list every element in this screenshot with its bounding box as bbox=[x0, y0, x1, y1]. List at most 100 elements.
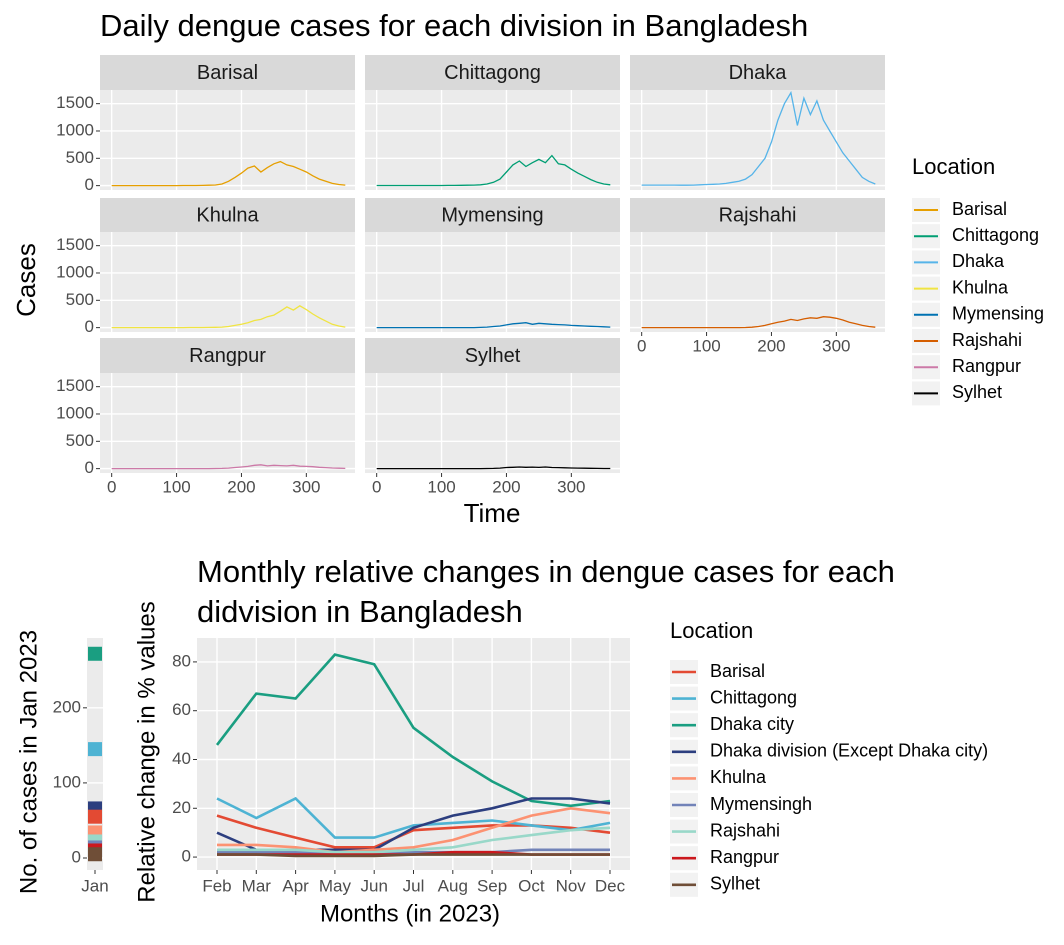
y-tick-label: 200 bbox=[53, 697, 81, 716]
legend-label: Mymensing bbox=[952, 304, 1044, 324]
legend-label: Barisal bbox=[710, 661, 765, 681]
legend-label: Dhaka division (Except Dhaka city) bbox=[710, 741, 988, 761]
x-tick-label: 100 bbox=[427, 477, 455, 496]
series-line bbox=[641, 316, 876, 329]
series-line bbox=[111, 160, 346, 187]
panel-background bbox=[100, 90, 355, 190]
y-tick-label: 500 bbox=[66, 148, 94, 167]
x-tick-label: 0 bbox=[637, 336, 646, 355]
facet-strip bbox=[100, 198, 355, 232]
y-tick-label: 1000 bbox=[56, 403, 94, 422]
x-tick-label: 100 bbox=[162, 477, 190, 496]
legend-label: Barisal bbox=[952, 199, 1007, 219]
facet-strip bbox=[100, 338, 355, 373]
panel-background bbox=[100, 373, 355, 473]
series-line bbox=[217, 853, 610, 858]
facet-strip bbox=[100, 55, 355, 90]
x-tick-label: 100 bbox=[692, 336, 720, 355]
legend-title: Location bbox=[912, 154, 995, 179]
chart-title: Daily dengue cases for each division in … bbox=[100, 8, 808, 43]
facet-label: Sylhet bbox=[465, 345, 521, 367]
legend-title: Location bbox=[670, 618, 753, 643]
x-tick-label: 300 bbox=[292, 477, 320, 496]
legend-label: Khulna bbox=[710, 767, 767, 787]
y-tick-label: 1000 bbox=[56, 120, 94, 139]
y-tick-label: 20 bbox=[172, 798, 191, 817]
y-tick-label: 0 bbox=[85, 175, 94, 194]
y-tick-label: 40 bbox=[172, 749, 191, 768]
series-line bbox=[215, 653, 611, 808]
facet-strip bbox=[365, 198, 620, 232]
y-tick-label: 0 bbox=[85, 458, 94, 477]
x-tick-label: Aug bbox=[438, 876, 468, 895]
y-tick-label: 0 bbox=[85, 317, 94, 336]
x-tick-label: Sep bbox=[477, 876, 507, 895]
y-tick-label: 500 bbox=[66, 290, 94, 309]
y-tick-label: 1000 bbox=[56, 262, 94, 281]
panel-background bbox=[100, 232, 355, 332]
y-tick-label: 80 bbox=[172, 651, 191, 670]
y-tick-label: 60 bbox=[172, 700, 191, 719]
y-axis-label: Cases bbox=[11, 243, 41, 317]
legend-label: Sylhet bbox=[952, 382, 1002, 402]
facet-label: Rajshahi bbox=[719, 204, 797, 226]
panel-background bbox=[365, 373, 620, 473]
facet-label: Dhaka bbox=[729, 62, 788, 84]
x-axis-label: Months (in 2023) bbox=[320, 900, 500, 927]
x-tick-label: Oct bbox=[518, 876, 545, 895]
series-line bbox=[217, 848, 610, 854]
facet-label: Khulna bbox=[196, 204, 259, 226]
point bbox=[88, 809, 102, 824]
series-line bbox=[216, 796, 611, 839]
series-line bbox=[217, 826, 611, 854]
panel-background bbox=[630, 232, 885, 332]
point bbox=[88, 646, 102, 661]
x-tick-label: Jun bbox=[360, 876, 387, 895]
chart-title: Monthly relative changes in dengue cases… bbox=[197, 554, 895, 629]
facet-strip bbox=[630, 55, 885, 90]
x-tick-label: 200 bbox=[492, 477, 520, 496]
legend-label: Chittagong bbox=[952, 225, 1039, 245]
y-tick-label: 500 bbox=[66, 431, 94, 450]
facet-label: Rangpur bbox=[189, 345, 266, 367]
x-tick-label: 0 bbox=[372, 477, 381, 496]
legend-label: Chittagong bbox=[710, 687, 797, 707]
x-tick-label: Jul bbox=[403, 876, 425, 895]
x-tick-label: 200 bbox=[757, 336, 785, 355]
facet-strip bbox=[630, 198, 885, 232]
facet-label: Chittagong bbox=[444, 62, 541, 84]
x-tick-label: Dec bbox=[595, 876, 626, 895]
x-tick-label: Mar bbox=[242, 876, 272, 895]
panel-background bbox=[365, 232, 620, 332]
legend-label: Sylhet bbox=[710, 874, 760, 894]
y-axis-label: No. of cases in Jan 2023 bbox=[15, 630, 42, 894]
legend-label: Khulna bbox=[952, 277, 1009, 297]
legend-label: Rangpur bbox=[952, 356, 1021, 376]
x-tick-label: 200 bbox=[227, 477, 255, 496]
facet-strip bbox=[365, 338, 620, 373]
x-tick-label: Feb bbox=[202, 876, 231, 895]
y-tick-label: 1500 bbox=[56, 235, 94, 254]
series-line bbox=[111, 305, 346, 329]
series-line bbox=[641, 90, 876, 186]
x-axis-label: Time bbox=[464, 498, 521, 528]
y-tick-label: 1500 bbox=[56, 376, 94, 395]
legend-label: Rajshahi bbox=[952, 330, 1022, 350]
facet-strip bbox=[365, 55, 620, 90]
y-tick-label: 0 bbox=[72, 847, 81, 866]
series-line bbox=[111, 464, 346, 470]
y-axis-label: Relative change in % values bbox=[133, 601, 160, 903]
x-tick-label: May bbox=[319, 876, 352, 895]
y-tick-label: 100 bbox=[53, 772, 81, 791]
x-tick-label: Nov bbox=[556, 876, 587, 895]
series-line bbox=[217, 806, 611, 854]
legend-label: Rangpur bbox=[710, 847, 779, 867]
series-line bbox=[376, 322, 611, 329]
series-line bbox=[376, 154, 611, 187]
panel-background bbox=[630, 90, 885, 190]
legend-label: Rajshahi bbox=[710, 820, 780, 840]
series-line bbox=[376, 466, 611, 470]
x-tick-label: 300 bbox=[557, 477, 585, 496]
